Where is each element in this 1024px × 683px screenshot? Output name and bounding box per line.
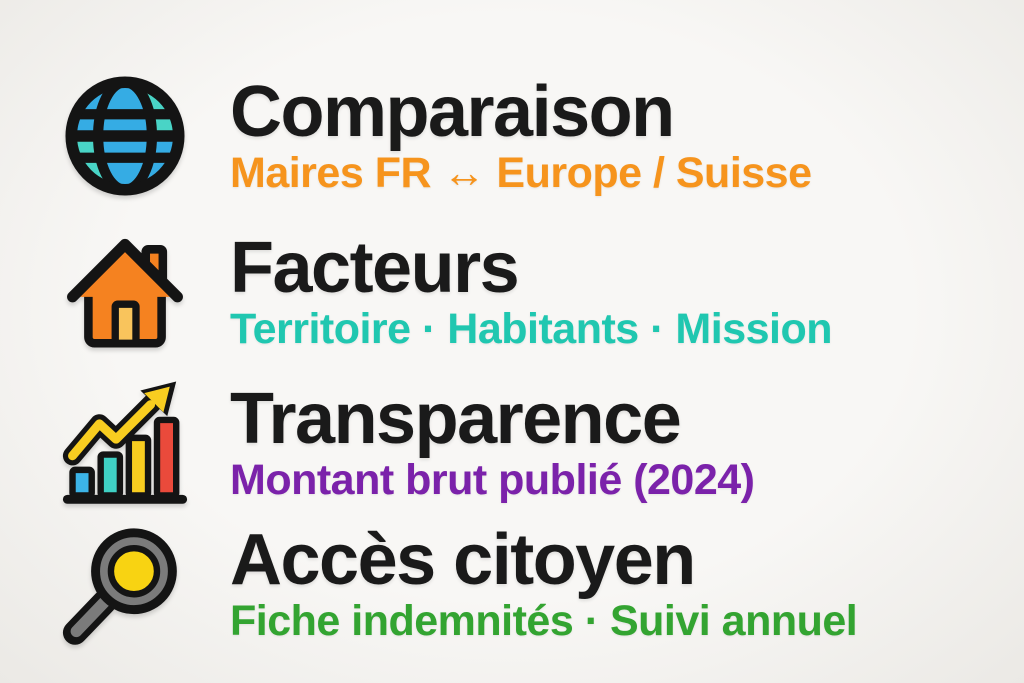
row-title-acces-citoyen: Accès citoyen: [230, 519, 696, 600]
row-subtitle-comparaison: Maires FR ↔ Europe / Suisse: [230, 148, 812, 197]
feature-text-acces-citoyen: Accès citoyen Fiche indemnités · Suivi a…: [230, 519, 858, 645]
feature-text-facteurs: Facteurs Territoire · Habitants · Missio…: [230, 227, 833, 353]
trending-chart-icon: [58, 376, 192, 510]
row-title-facteurs: Facteurs: [230, 227, 520, 308]
feature-row-acces-citoyen: Accès citoyen Fiche indemnités · Suivi a…: [58, 517, 858, 651]
magnifier-icon: [58, 517, 192, 651]
feature-row-facteurs: Facteurs Territoire · Habitants · Missio…: [58, 225, 833, 359]
row-subtitle-transparence: Montant brut publié (2024): [230, 455, 755, 504]
row-title-transparence: Transparence: [230, 378, 682, 459]
feature-text-transparence: Transparence Montant brut publié (2024): [230, 383, 755, 503]
row-subtitle-facteurs: Territoire · Habitants · Mission: [230, 304, 833, 353]
feature-text-comparaison: Comparaison Maires FR ↔ Europe / Suisse: [230, 76, 812, 196]
row-title-comparaison: Comparaison: [230, 71, 675, 152]
feature-row-comparaison: Comparaison Maires FR ↔ Europe / Suisse: [58, 69, 812, 203]
globe-icon: [58, 69, 192, 203]
row-subtitle-acces-citoyen: Fiche indemnités · Suivi annuel: [230, 596, 858, 645]
house-icon: [58, 225, 192, 359]
feature-row-transparence: Transparence Montant brut publié (2024): [58, 376, 755, 510]
